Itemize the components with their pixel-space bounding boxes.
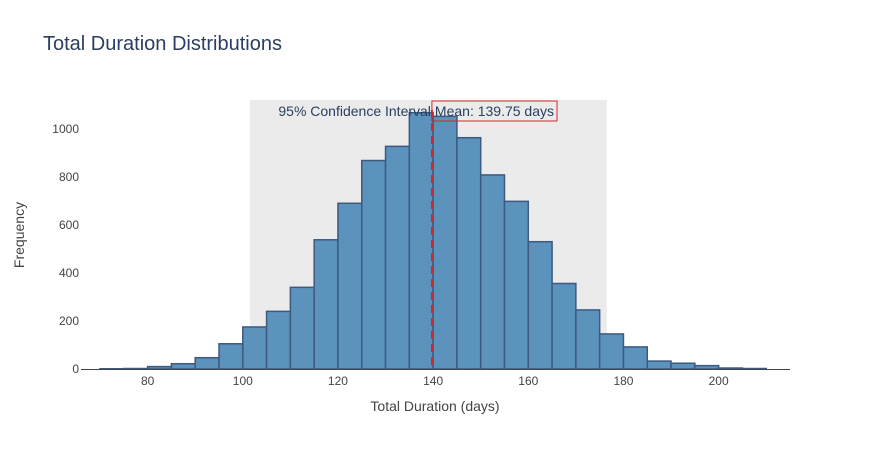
axes-layer: 80 100 120 140 160 180 200 0 200 400 600 800 1000 xyxy=(52,122,790,388)
y-tick-label: 800 xyxy=(59,170,79,184)
x-tick-label: 120 xyxy=(328,374,348,388)
histogram-bar-25 xyxy=(694,364,720,370)
histogram-bar-13 xyxy=(408,111,434,370)
histogram-bar-26 xyxy=(717,367,744,370)
histogram-bar-16 xyxy=(479,174,506,370)
histogram-bar-12 xyxy=(384,145,411,370)
x-tick-label: 100 xyxy=(233,374,253,388)
histogram-bar-17 xyxy=(503,200,530,370)
histogram-bar-10 xyxy=(337,202,363,370)
x-tick-label: 180 xyxy=(613,374,633,388)
x-tick-label: 200 xyxy=(709,374,729,388)
x-tick-label: 80 xyxy=(141,374,155,388)
histogram-bar-14 xyxy=(432,115,458,370)
histogram-bar-15 xyxy=(456,136,482,370)
histogram-bar-19 xyxy=(551,282,577,370)
histogram-bar-21 xyxy=(598,333,625,370)
histogram-bar-4 xyxy=(194,356,220,370)
histogram-bar-11 xyxy=(360,159,387,370)
histogram-bar-8 xyxy=(289,286,315,370)
mean-label-box xyxy=(431,100,558,122)
histogram-bar-5 xyxy=(218,343,244,370)
chart-title: Total Duration Distributions xyxy=(43,33,282,55)
histogram-bar-7 xyxy=(265,310,292,370)
histogram-bar-23 xyxy=(646,360,672,370)
x-tick-label: 160 xyxy=(518,374,538,388)
y-tick-label: 400 xyxy=(59,266,79,280)
histogram-bar-3 xyxy=(170,362,196,370)
y-tick-label: 1000 xyxy=(52,122,79,136)
y-tick-label: 0 xyxy=(72,362,79,376)
histogram-bar-20 xyxy=(575,309,601,370)
y-axis-title: Frequency xyxy=(11,202,27,268)
y-tick-label: 600 xyxy=(59,218,79,232)
histogram-bar-6 xyxy=(242,326,268,370)
histogram-bar-9 xyxy=(313,239,339,370)
bars-layer xyxy=(99,111,767,370)
x-axis-title: Total Duration (days) xyxy=(370,398,499,414)
mean-layer: 95% Confidence Interval Mean: 139.75 days xyxy=(278,100,558,369)
confidence-interval-label: 95% Confidence Interval xyxy=(278,103,431,119)
histogram-bar-18 xyxy=(527,240,553,370)
x-tick-label: 140 xyxy=(423,374,443,388)
mean-label: Mean: 139.75 days xyxy=(435,103,554,119)
histogram-bar-2 xyxy=(146,365,173,370)
histogram-bar-22 xyxy=(622,346,648,370)
y-tick-label: 200 xyxy=(59,314,79,328)
histogram-bar-24 xyxy=(670,362,696,370)
